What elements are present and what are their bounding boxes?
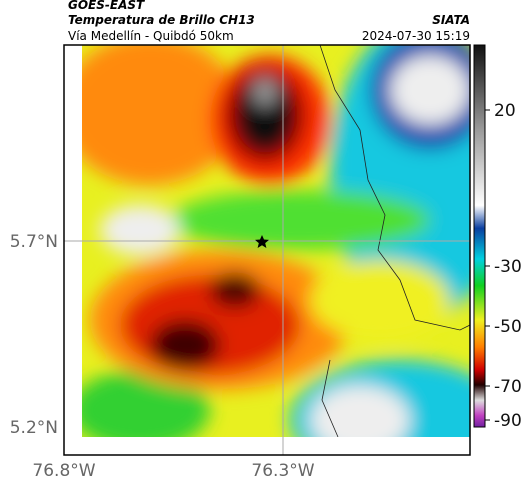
source: GOES-EAST <box>68 0 145 12</box>
map-frame <box>63 44 471 456</box>
colorbar-tick-label: -50 <box>494 317 522 337</box>
colorbar <box>473 44 486 428</box>
agency: SIATA <box>432 13 470 27</box>
location-marker <box>255 235 269 248</box>
x-tick-label: 76.3°W <box>251 461 314 481</box>
timestamp: 2024-07-30 15:19 <box>362 29 470 43</box>
x-tick-label: 76.8°W <box>32 461 95 481</box>
colorbar-tick-label: 20 <box>494 101 516 121</box>
colorbar-tick-label: -90 <box>494 411 522 431</box>
y-tick-label: 5.7°N <box>10 232 58 252</box>
colorbar-tick-label: -30 <box>494 257 522 277</box>
route: Vía Medellín - Quibdó 50km <box>68 29 234 43</box>
y-tick-label: 5.2°N <box>10 418 58 438</box>
brightness-field <box>82 45 470 437</box>
colorbar-tick-label: -70 <box>494 377 522 397</box>
product: Temperatura de Brillo CH13 <box>68 13 255 27</box>
colorbar-ticks: 20 -30 -50 -70 -90 <box>485 101 522 431</box>
